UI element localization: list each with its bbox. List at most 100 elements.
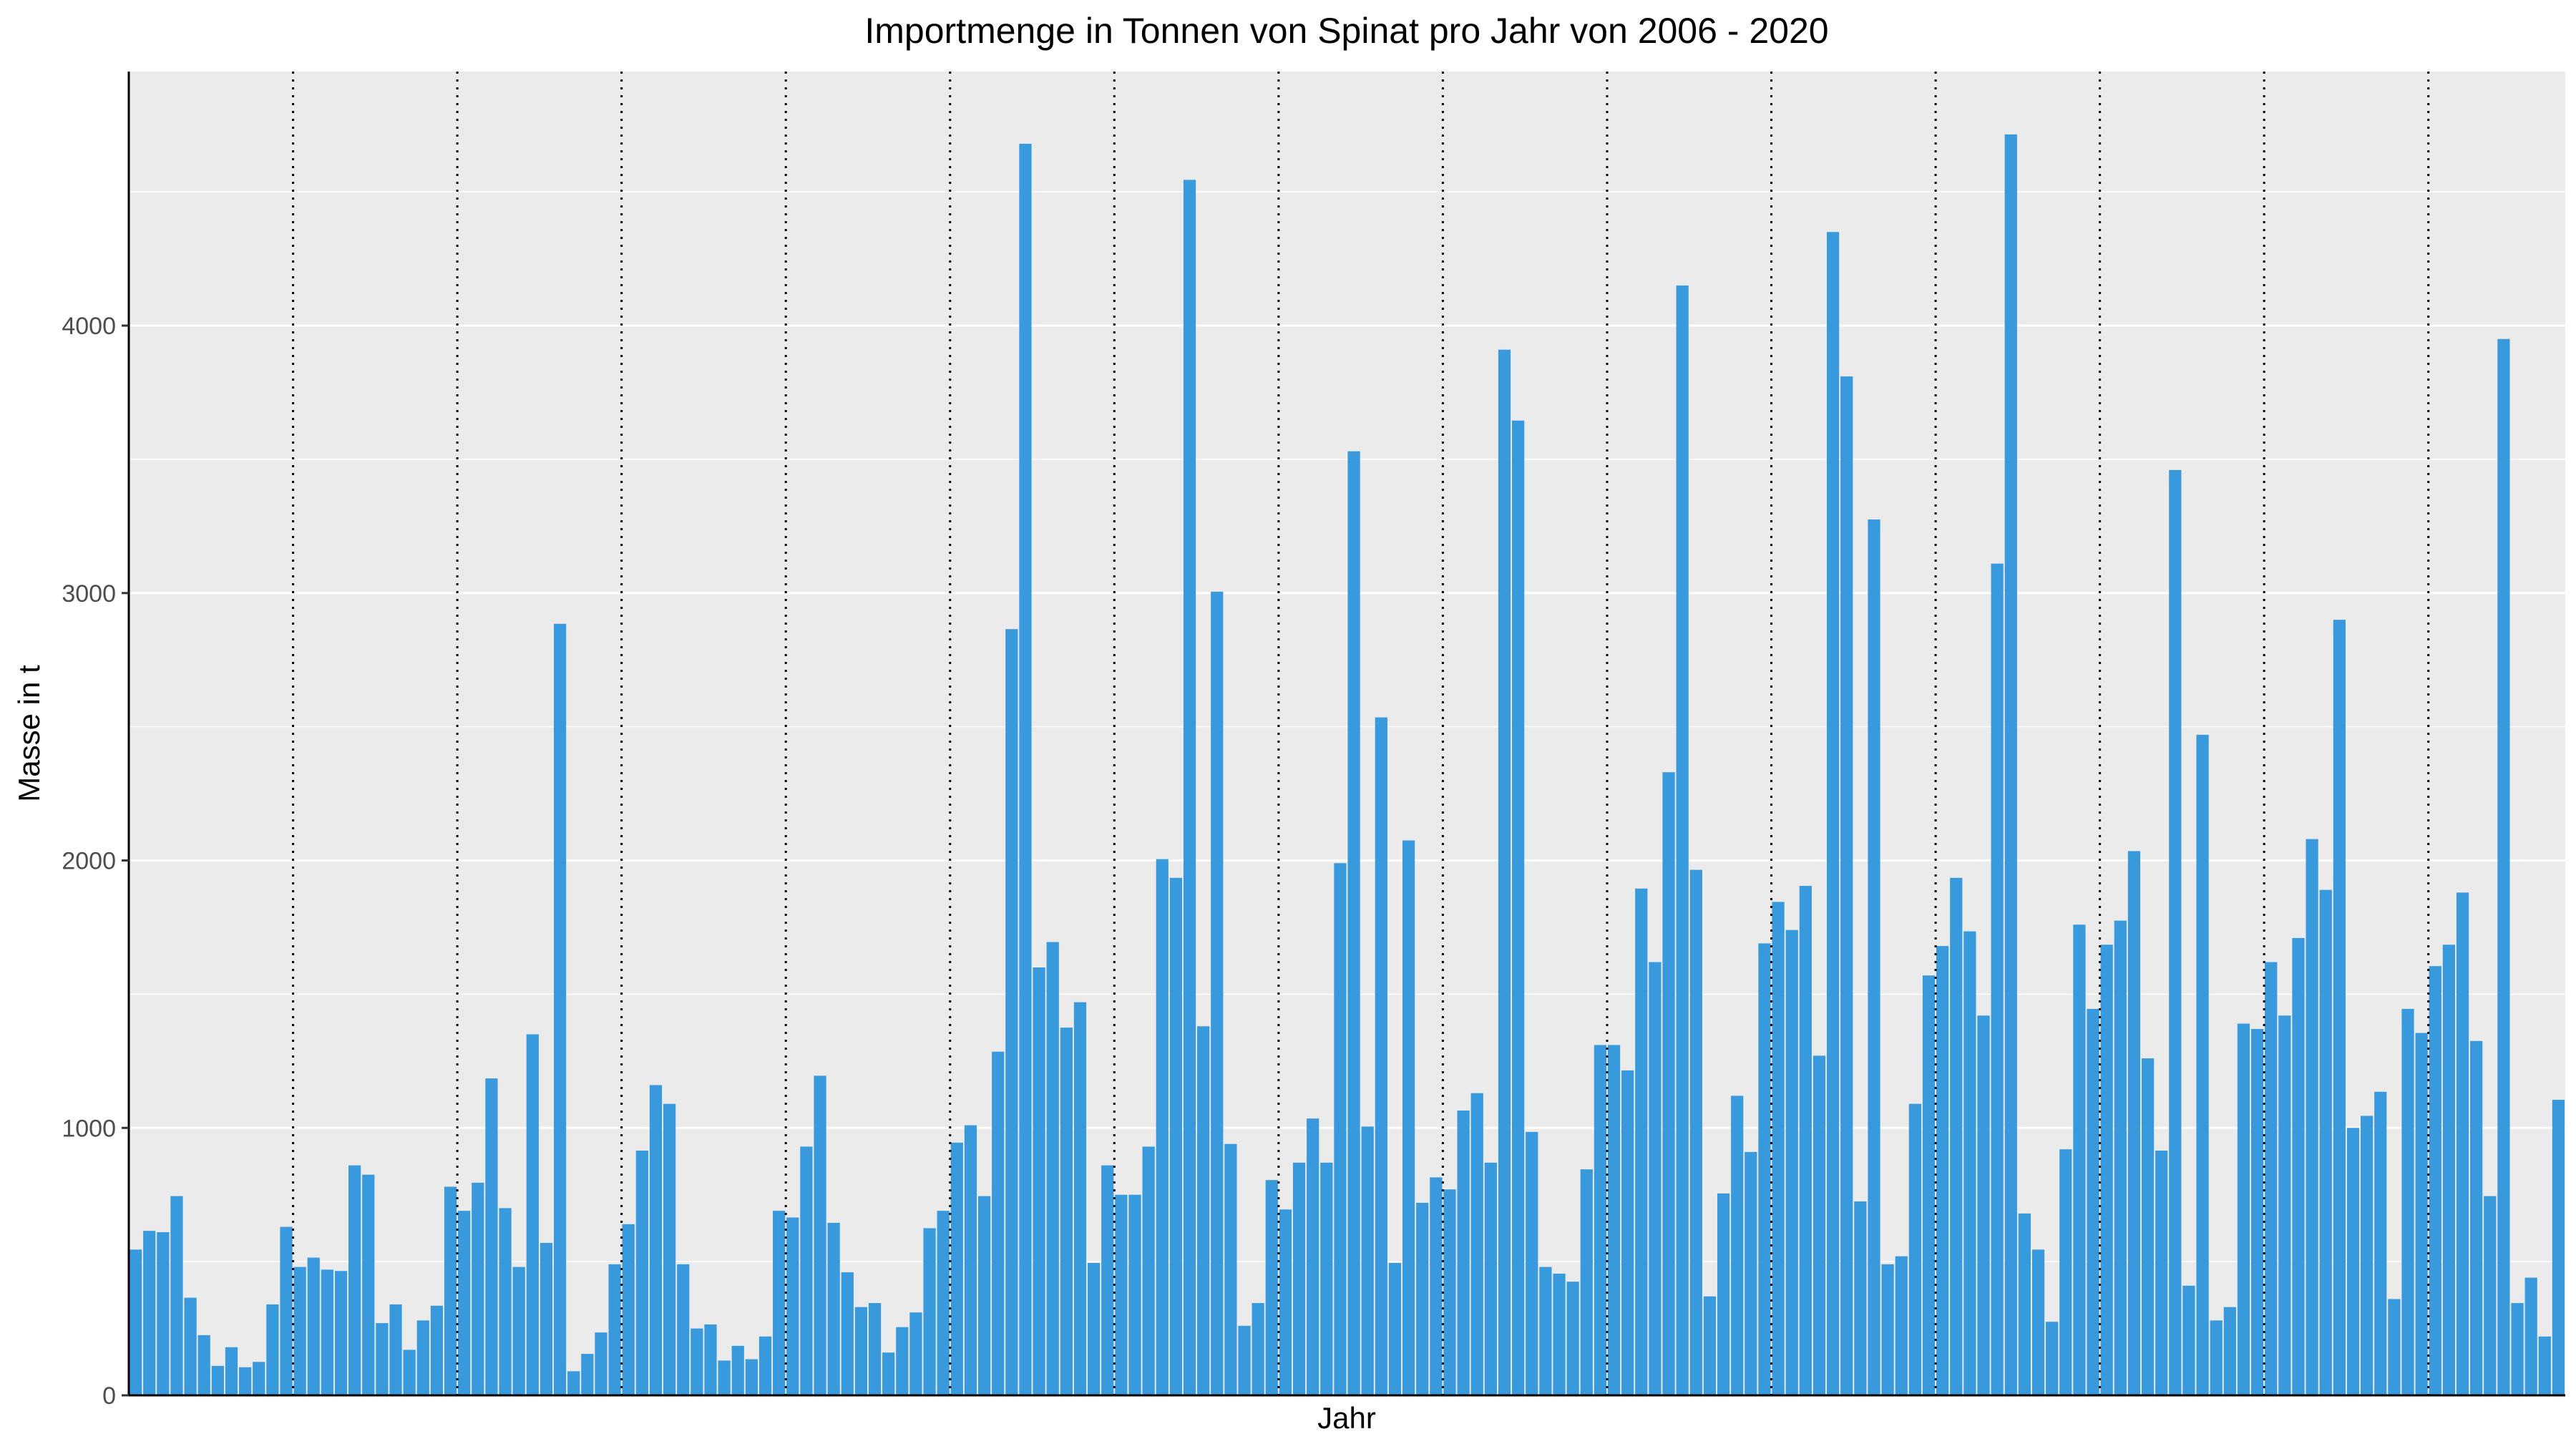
bar [2155, 1151, 2168, 1395]
y-tick-label: 4000 [62, 313, 116, 340]
bar [2456, 892, 2469, 1395]
bar [1307, 1118, 1319, 1395]
bar [389, 1304, 402, 1395]
bar [280, 1226, 293, 1395]
bar [2292, 937, 2305, 1395]
bar [567, 1371, 580, 1395]
bar [1553, 1273, 1566, 1395]
bar [1826, 232, 1840, 1395]
y-ticks: 0 1000 2000 3000 4000 [62, 313, 129, 1410]
bar [1430, 1177, 1443, 1395]
bar [416, 1320, 429, 1395]
y-tick-label: 0 [102, 1382, 116, 1410]
bar [1265, 1180, 1278, 1395]
bar [1211, 591, 1224, 1396]
bar [2470, 1040, 2483, 1395]
y-tick-label: 3000 [62, 580, 116, 608]
bar [1292, 1162, 1306, 1395]
bar [2415, 1033, 2428, 1395]
bar [1922, 975, 1936, 1395]
bar [2196, 734, 2209, 1395]
bar [1073, 1002, 1087, 1395]
bar [2484, 1196, 2497, 1395]
y-axis-label: Masse in t [12, 665, 46, 802]
bar [2127, 851, 2141, 1395]
bar [800, 1146, 813, 1395]
bar [1977, 1015, 1990, 1395]
bar [334, 1271, 348, 1395]
bar [238, 1367, 252, 1395]
bar [1566, 1282, 1579, 1395]
bar [430, 1305, 444, 1395]
bar [1731, 1096, 1744, 1395]
bar [2250, 1028, 2264, 1395]
bar [129, 1249, 142, 1395]
bar [1183, 180, 1196, 1396]
bar [2346, 1128, 2360, 1395]
y-tick-label: 2000 [62, 848, 116, 875]
bar [1224, 1143, 1237, 1395]
bar [472, 1182, 484, 1395]
bar [2374, 1091, 2387, 1395]
bar [2210, 1320, 2223, 1395]
bar [1484, 1162, 1497, 1395]
bar [2552, 1100, 2565, 1395]
bar [1908, 1103, 1921, 1395]
bar [964, 1125, 977, 1395]
bar [499, 1208, 512, 1395]
bar [1334, 863, 1347, 1395]
bar [1649, 962, 1662, 1395]
bar [2429, 966, 2441, 1395]
bar [1060, 1028, 1073, 1395]
bar [170, 1196, 183, 1395]
bar [1621, 1070, 1634, 1395]
bar [595, 1332, 608, 1395]
bar [1443, 1189, 1456, 1395]
bar [1498, 349, 1511, 1396]
bar [1033, 967, 1045, 1395]
bar [2524, 1277, 2537, 1395]
bar [553, 623, 567, 1395]
bar [773, 1211, 786, 1395]
bar [1019, 143, 1032, 1395]
year-separators [292, 72, 2430, 1395]
bar [2388, 1299, 2401, 1395]
bar [1197, 1026, 1210, 1395]
bar [608, 1264, 621, 1395]
bar [1963, 931, 1976, 1395]
bar [2004, 134, 2017, 1396]
bar [882, 1352, 895, 1395]
bar [663, 1103, 676, 1395]
bar [704, 1324, 717, 1395]
bar [1526, 1131, 1538, 1395]
bar [225, 1347, 238, 1395]
bar [1868, 519, 1880, 1395]
bar [1840, 376, 1853, 1395]
bar [1238, 1325, 1251, 1395]
bar [1416, 1202, 1429, 1395]
bar [253, 1362, 265, 1395]
bar [1388, 1263, 1402, 1395]
bar [1005, 629, 1018, 1395]
bar [2114, 920, 2127, 1395]
bar [909, 1312, 922, 1395]
bar [1745, 1151, 1757, 1395]
bar [1156, 859, 1169, 1395]
bar [786, 1217, 799, 1395]
bar [1950, 877, 1963, 1395]
bar [2031, 1249, 2045, 1395]
bar [1689, 869, 1702, 1395]
bars [129, 134, 2565, 1396]
bar [1881, 1264, 1894, 1395]
bar [403, 1350, 416, 1395]
bar [1772, 902, 1785, 1395]
bar [2237, 1023, 2250, 1395]
bar [1785, 930, 1798, 1395]
bar [184, 1297, 197, 1395]
bar [758, 1336, 772, 1395]
bar [937, 1211, 950, 1395]
bar [1758, 943, 1771, 1395]
bar [1991, 563, 2004, 1396]
bar [814, 1075, 826, 1395]
bar [1101, 1165, 1114, 1395]
